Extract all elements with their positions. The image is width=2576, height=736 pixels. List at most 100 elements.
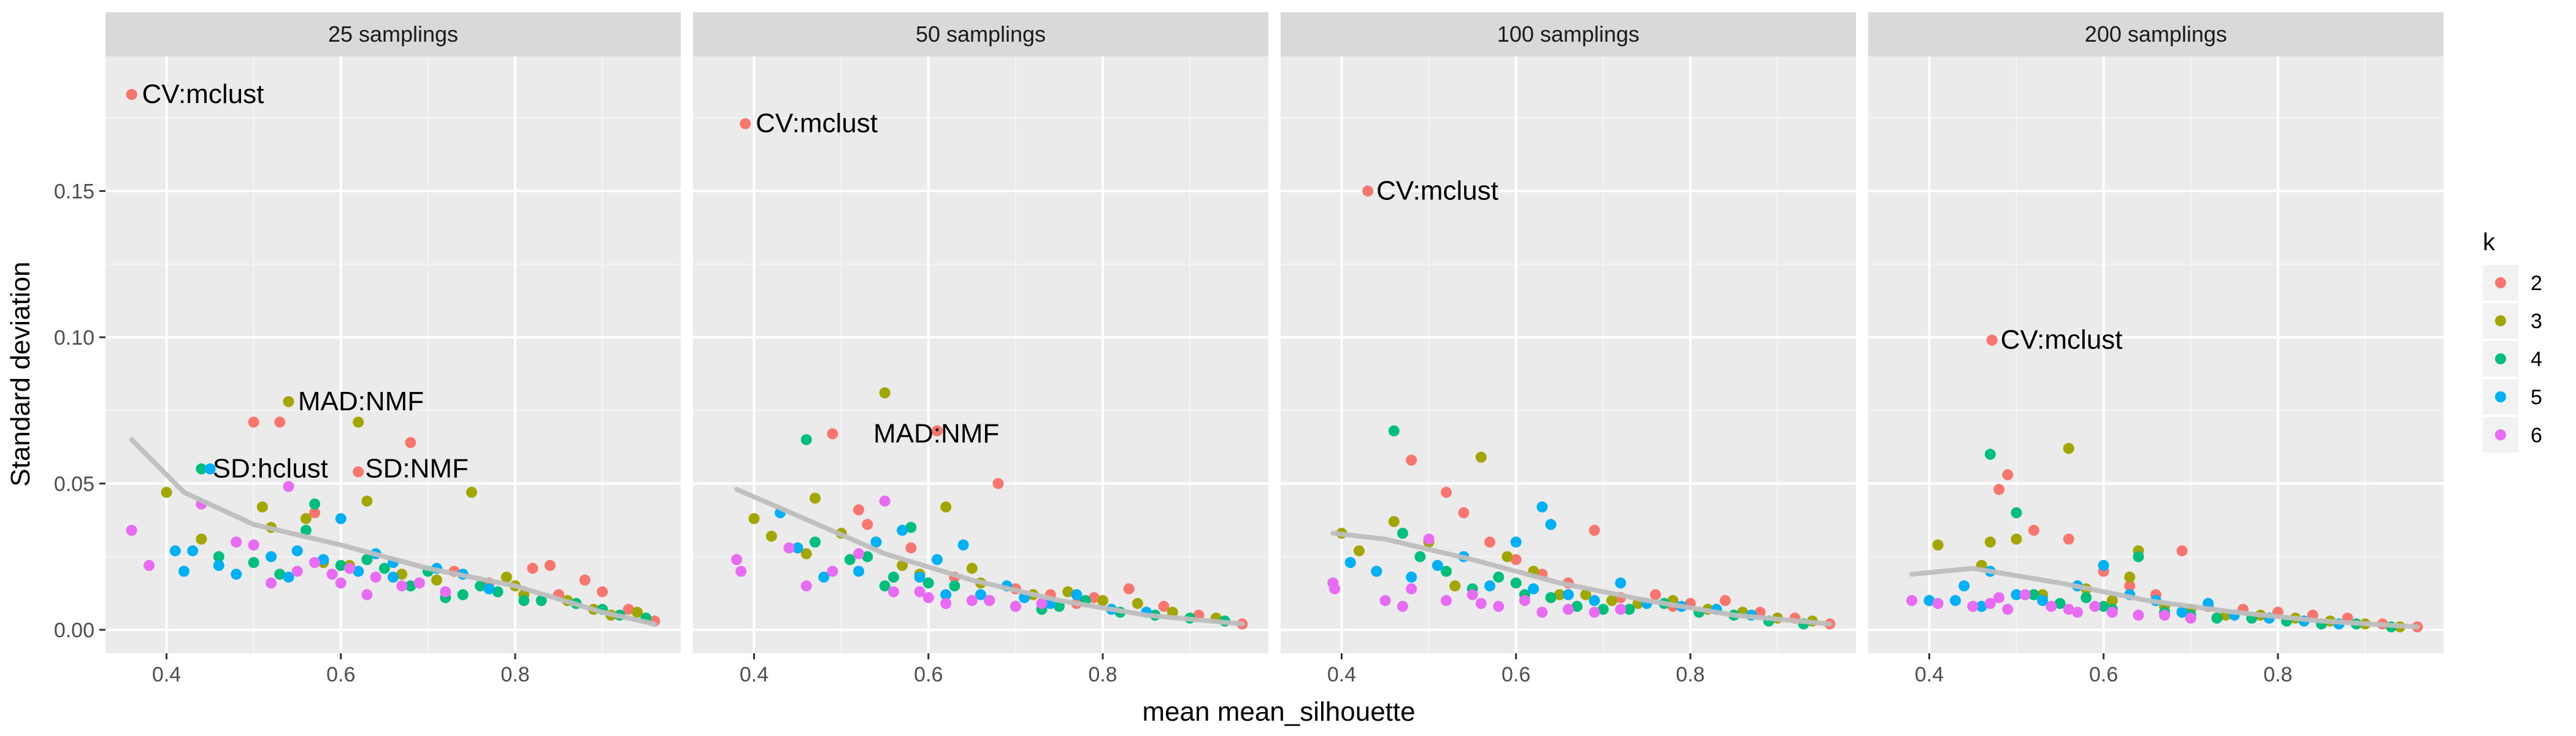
data-point-k4: [1510, 577, 1522, 589]
data-point-k6: [231, 536, 242, 548]
panel-3: 100 samplings 0.4 0.6 0.8 CV:mclust: [1281, 12, 1856, 686]
data-point-k4: [1493, 571, 1505, 583]
data-point-k3: [800, 548, 812, 559]
data-point-k5: [1484, 580, 1496, 592]
x-tick-label: 0.4: [740, 663, 769, 686]
data-point-k2: [992, 478, 1004, 489]
data-point-k3: [1097, 595, 1108, 607]
panel-1: 25 samplings 0.4 0.6 0.8 CV:mclust MAD:NMF SD:…: [105, 12, 681, 686]
data-point-k3: [2106, 595, 2118, 607]
data-point-k5: [178, 565, 190, 577]
data-point-k3: [748, 513, 760, 524]
data-point-k6: [1984, 597, 1996, 609]
panel-background: [105, 56, 681, 653]
data-point-k5: [975, 589, 986, 600]
data-point-k5: [792, 542, 803, 554]
data-point-k3: [1932, 539, 1944, 551]
data-point-k6: [879, 495, 891, 507]
data-point-k6: [1932, 597, 1944, 609]
data-point-k3: [1388, 516, 1400, 527]
legend-title: k: [2483, 229, 2496, 256]
data-point-k2: [1986, 334, 1998, 346]
data-point-k5: [204, 463, 216, 475]
data-point-k6: [283, 481, 294, 493]
data-point-k3: [283, 396, 294, 407]
data-point-k3: [1449, 580, 1461, 592]
legend-swatch: [2495, 429, 2506, 440]
data-point-k3: [2063, 443, 2074, 454]
data-point-k4: [800, 434, 812, 445]
data-point-k4: [535, 595, 547, 607]
legend-swatch: [2495, 277, 2506, 288]
data-point-k5: [2037, 595, 2049, 607]
data-point-k6: [1493, 600, 1505, 612]
legend-label: 4: [2531, 348, 2542, 371]
data-point-k4: [361, 554, 373, 565]
data-point-k4: [2028, 589, 2040, 600]
data-point-k5: [957, 539, 969, 551]
data-point-k3: [879, 387, 891, 399]
data-point-k6: [1589, 607, 1600, 618]
data-point-k5: [1958, 580, 1970, 592]
data-point-k5: [1510, 536, 1522, 548]
data-point-k2: [1719, 595, 1731, 607]
data-point-k4: [378, 562, 390, 574]
data-point-k5: [1589, 595, 1600, 607]
data-point-k6: [248, 539, 259, 551]
panels: 25 samplings 0.4 0.6 0.8 CV:mclust MAD:NMF SD:…: [105, 12, 2444, 686]
data-point-k2: [2176, 545, 2188, 557]
x-tick-label: 0.6: [914, 663, 943, 686]
data-point-k4: [405, 580, 416, 592]
data-point-k2: [1088, 592, 1100, 604]
data-point-k5: [1528, 583, 1539, 595]
data-point-k2: [740, 118, 751, 129]
data-point-k3: [2011, 533, 2022, 545]
facet-strip: [1281, 12, 1856, 56]
data-point-k4: [196, 463, 207, 475]
data-point-k2: [405, 437, 416, 448]
data-point-k2: [1123, 583, 1135, 595]
data-point-k2: [1993, 483, 2005, 495]
data-point-k6: [2185, 612, 2196, 624]
data-point-k5: [914, 571, 926, 583]
data-point-k4: [809, 536, 821, 548]
data-point-k6: [1397, 600, 1408, 612]
data-point-k6: [1406, 583, 1417, 595]
data-point-k6: [326, 569, 338, 580]
data-point-k2: [274, 416, 286, 428]
legend-swatch: [2495, 353, 2506, 364]
data-point-k6: [940, 597, 952, 609]
data-point-k3: [196, 533, 207, 545]
data-point-k4: [2098, 600, 2109, 612]
data-point-k5: [335, 513, 347, 524]
data-point-k6: [2072, 607, 2083, 618]
data-point-k4: [335, 559, 347, 571]
data-point-k2: [2002, 469, 2014, 481]
x-tick-label: 0.8: [1088, 663, 1117, 686]
x-tick-label: 0.6: [1501, 663, 1530, 686]
data-point-k4: [844, 554, 856, 565]
data-point-k5: [266, 551, 277, 562]
data-point-k2: [2063, 533, 2074, 545]
data-point-k6: [1036, 597, 1048, 609]
data-point-k6: [396, 580, 408, 592]
legend-item-5: 5: [2483, 379, 2542, 415]
data-point-k2: [2028, 524, 2040, 536]
data-point-k6: [440, 586, 451, 597]
y-tick-label: 0.05: [54, 472, 94, 496]
data-point-k6: [1423, 533, 1435, 545]
data-point-k5: [291, 545, 303, 557]
data-point-k2: [597, 586, 608, 597]
data-point-k5: [1615, 577, 1627, 589]
data-point-k6: [361, 589, 373, 600]
facet-title: 200 samplings: [2085, 21, 2227, 47]
data-point-k5: [818, 571, 830, 583]
data-point-k6: [735, 565, 747, 577]
data-point-k6: [2159, 609, 2171, 621]
x-tick-label: 0.8: [2263, 663, 2292, 686]
data-point-k5: [1432, 559, 1443, 571]
data-point-k2: [623, 604, 634, 615]
data-point-k5: [853, 565, 865, 577]
trend-line: [1330, 531, 1833, 627]
data-point-k3: [966, 562, 978, 574]
